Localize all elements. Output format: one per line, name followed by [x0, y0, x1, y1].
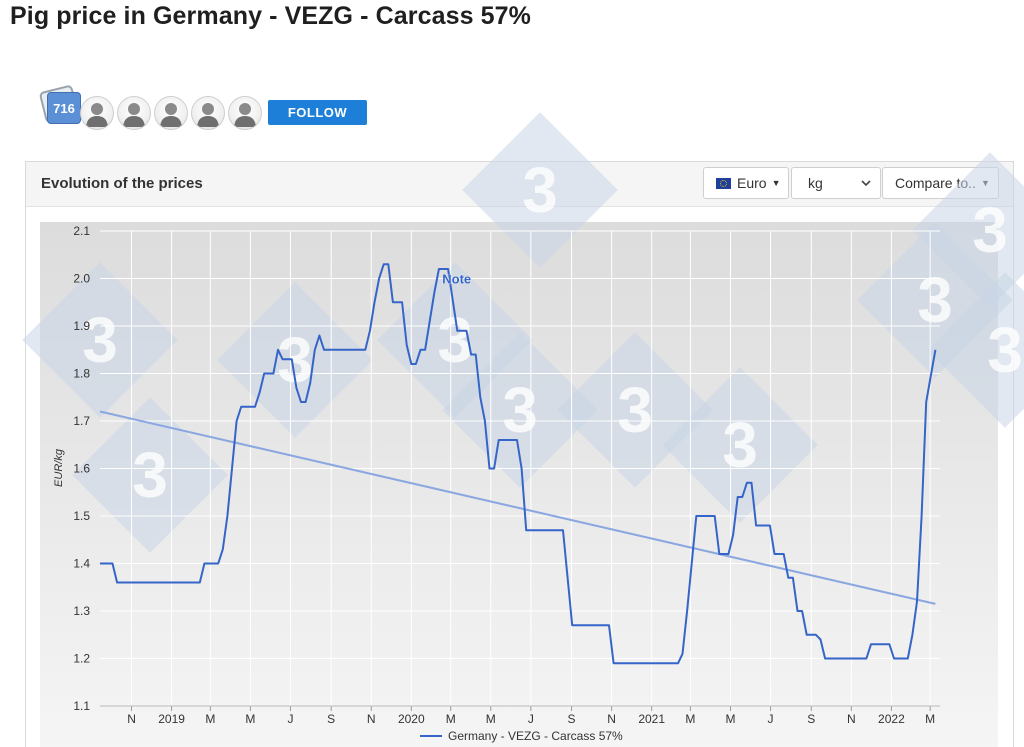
avatar[interactable] — [191, 96, 225, 130]
x-tick-label: M — [685, 712, 695, 726]
watermark-digit: 3 — [82, 304, 118, 376]
watermark-diamond — [442, 332, 598, 488]
watermark-tile: 3 — [442, 332, 598, 488]
watermark-diamond — [22, 262, 178, 418]
x-tick-label: M — [245, 712, 255, 726]
chart-grid — [100, 230, 940, 707]
watermark-tile: 3 — [927, 272, 1024, 428]
x-tick-label: M — [205, 712, 215, 726]
x-tick-label: 2019 — [158, 712, 185, 726]
legend-label: Germany - VEZG - Carcass 57% — [448, 729, 623, 743]
y-tick-label: 1.1 — [73, 699, 90, 713]
currency-button[interactable]: Euro ▼ — [703, 167, 789, 199]
avatar[interactable] — [80, 96, 114, 130]
x-tick-label: S — [807, 712, 815, 726]
y-tick-label: 2.1 — [73, 224, 90, 238]
x-tick-label: N — [367, 712, 376, 726]
x-tick-label: 2022 — [878, 712, 905, 726]
chart-legend[interactable]: Germany - VEZG - Carcass 57% — [420, 729, 623, 743]
watermark-tile: 3 — [72, 397, 228, 553]
x-tick-label: 2021 — [638, 712, 665, 726]
note-annotation[interactable]: Note — [442, 271, 471, 287]
x-tick-label: M — [725, 712, 735, 726]
y-tick-label: 1.7 — [73, 414, 90, 428]
y-tick-label: 1.3 — [73, 604, 90, 618]
x-axis: N 2019 M M J S N 2020 M M J S N 2021 M M J S N 2022 M — [100, 705, 940, 726]
x-tick-label: N — [127, 712, 136, 726]
watermark-diamond — [217, 282, 373, 438]
x-tick-label: N — [607, 712, 616, 726]
x-tick-label: J — [287, 712, 293, 726]
page-title: Pig price in Germany - VEZG - Carcass 57… — [10, 2, 531, 30]
user-icon — [234, 103, 256, 127]
y-tick-label: 1.5 — [73, 509, 90, 523]
user-icon — [123, 103, 145, 127]
x-tick-label: J — [768, 712, 774, 726]
watermark-digit: 3 — [502, 374, 538, 446]
watermark-diamond — [462, 112, 618, 268]
watermark-tile: 3 — [557, 332, 713, 488]
watermark-digit: 3 — [617, 374, 653, 446]
y-tick-label: 2.0 — [73, 272, 90, 286]
watermark-diamond — [557, 332, 713, 488]
watermark-digit: 3 — [917, 264, 953, 336]
watermark-diamond — [927, 272, 1024, 428]
watermark-digit: 3 — [722, 409, 758, 481]
y-axis: 1.1 1.2 1.3 1.4 1.5 1.6 1.7 1.8 1.9 2.0 2.1 — [73, 224, 90, 713]
user-icon — [86, 103, 108, 127]
y-tick-label: 1.6 — [73, 462, 90, 476]
avatar[interactable] — [228, 96, 262, 130]
unit-value: kg — [808, 175, 823, 191]
chevron-down-icon — [861, 180, 871, 187]
watermark-digit: 3 — [132, 439, 168, 511]
caret-down-icon: ▼ — [771, 178, 781, 188]
followers-count: 716 — [47, 92, 81, 124]
watermark-tile: 3 — [462, 112, 618, 268]
x-tick-label: J — [528, 712, 534, 726]
y-axis-label: EUR/kg — [53, 448, 65, 487]
watermark-diamond — [72, 397, 228, 553]
x-tick-label: M — [925, 712, 935, 726]
x-tick-label: S — [327, 712, 335, 726]
followers-row: 716 FOLLOW — [38, 84, 440, 134]
y-tick-label: 1.9 — [73, 319, 90, 333]
series-line[interactable] — [100, 263, 937, 665]
follow-button[interactable]: FOLLOW — [268, 100, 367, 125]
x-tick-label: S — [568, 712, 576, 726]
avatar[interactable] — [117, 96, 151, 130]
user-icon — [197, 103, 219, 127]
watermark-digit: 3 — [972, 194, 1008, 266]
unit-select[interactable]: kg — [791, 167, 881, 199]
x-tick-label: N — [847, 712, 856, 726]
avatar[interactable] — [154, 96, 188, 130]
x-tick-label: 2020 — [398, 712, 425, 726]
y-tick-label: 1.4 — [73, 557, 90, 571]
x-tick-label: M — [486, 712, 496, 726]
followers-badge[interactable]: 716 — [38, 84, 82, 126]
watermark-digit: 3 — [522, 154, 558, 226]
watermark-digit: 3 — [987, 314, 1023, 386]
trend-line — [99, 410, 936, 605]
watermark-tile: 3 — [22, 262, 178, 418]
currency-label: Euro — [737, 175, 767, 191]
x-tick-label: M — [446, 712, 456, 726]
eu-flag-icon — [716, 177, 731, 189]
y-tick-label: 1.2 — [73, 652, 90, 666]
panel-title: Evolution of the prices — [41, 175, 203, 192]
user-icon — [160, 103, 182, 127]
y-tick-label: 1.8 — [73, 367, 90, 381]
